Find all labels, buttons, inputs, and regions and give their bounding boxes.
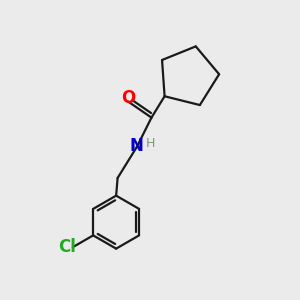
Text: N: N xyxy=(130,136,144,154)
Text: Cl: Cl xyxy=(58,238,76,256)
Text: H: H xyxy=(145,137,155,150)
Text: O: O xyxy=(121,89,135,107)
